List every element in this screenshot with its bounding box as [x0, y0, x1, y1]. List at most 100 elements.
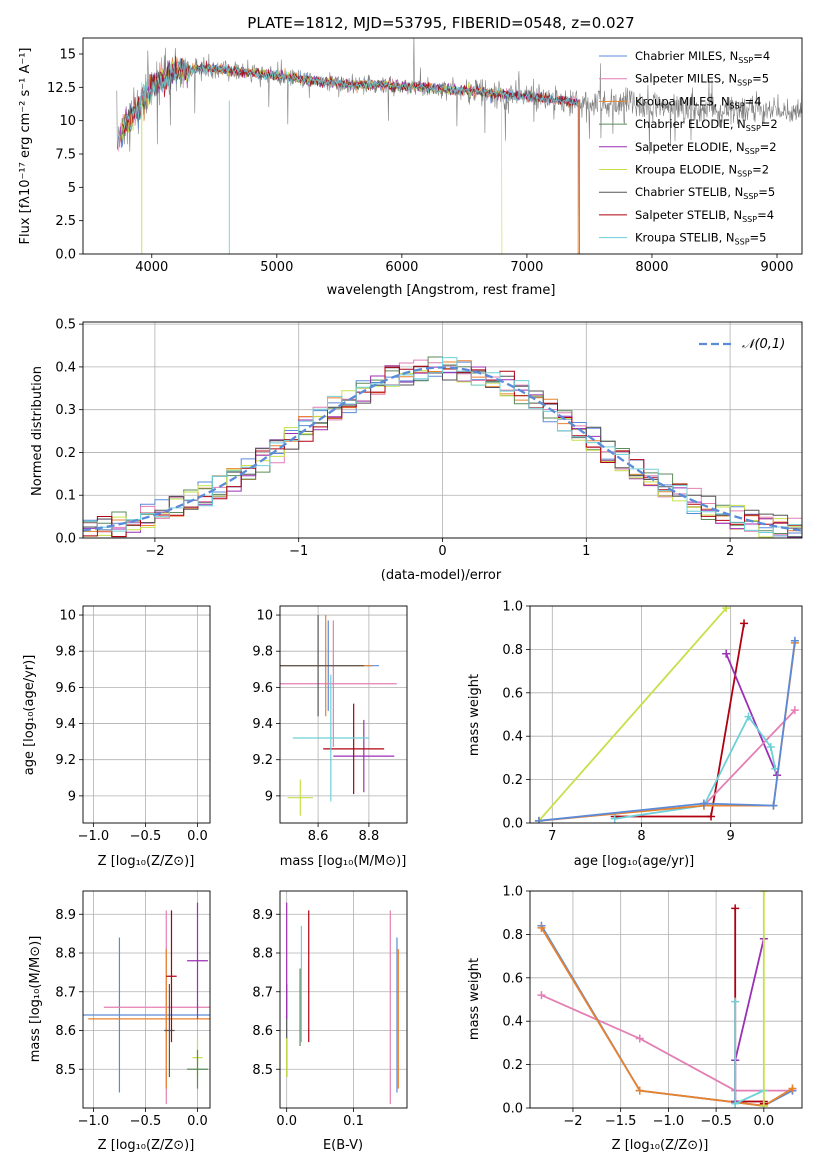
- weight-marker: [740, 619, 749, 628]
- weight-marker: [610, 814, 619, 823]
- y-tick-label: 8.7: [252, 985, 273, 1000]
- x-tick-label: 6000: [385, 260, 418, 275]
- y-tick-label: 2.5: [55, 214, 76, 229]
- weight-marker: [788, 1084, 797, 1093]
- legend-entry: Salpeter MILES, NSSP=5: [635, 72, 769, 88]
- y-tick-label: 9.4: [55, 717, 76, 732]
- weight-marker: [790, 636, 799, 645]
- x-tick-label: 0.0: [187, 829, 208, 844]
- mass-weight-vs-age-panel: 7 8 9 0.0 0.2 0.4 0.6 0.8 1.0 age [log₁₀(age/yr)…: [467, 600, 803, 869]
- y-tick-label: 1.0: [502, 600, 523, 615]
- age-vs-mass-panel: 8.6 8.8 9 9.2 9.4 9.6 9.8 10 mass [log₁₀(M/M⊙)]: [252, 605, 408, 869]
- legend-entry: Chabrier MILES, NSSP=4: [635, 49, 770, 65]
- x-tick-label: 8.6: [308, 829, 329, 844]
- axes-frame: [82, 890, 211, 1109]
- weight-marker: [731, 997, 740, 1006]
- x-tick-label: 0.0: [276, 1114, 297, 1129]
- spectrum-legend: Chabrier MILES, NSSP=4 Salpeter MILES, NS…: [599, 49, 778, 247]
- weight-marker: [731, 904, 740, 913]
- weight-series-line: [540, 927, 793, 1107]
- x-tick-label: 9000: [760, 260, 793, 275]
- weight-series-line: [734, 1001, 765, 1106]
- axes-frame: [82, 321, 803, 539]
- y-tick-label: 0.4: [502, 730, 523, 745]
- y-tick-label: 9.4: [252, 717, 273, 732]
- weight-marker: [744, 712, 753, 721]
- y-tick-label: 0.4: [502, 1015, 523, 1030]
- x-tick-label: −1: [289, 544, 308, 559]
- weight-marker: [699, 799, 708, 808]
- x-tick-label: −0.5: [130, 829, 162, 844]
- x-tick-label: −2: [145, 544, 164, 559]
- residual-histogram-line: [83, 357, 802, 533]
- legend-entry: Kroupa MILES, NSSP=4: [635, 94, 761, 110]
- x-tick-label: −0.5: [700, 1114, 732, 1129]
- y-tick-label: 8.8: [252, 947, 273, 962]
- legend-entry: Kroupa STELIB, NSSP=5: [635, 231, 766, 247]
- y-tick-label: 8.5: [55, 1063, 76, 1078]
- x-tick-label: 8.8: [359, 829, 380, 844]
- weight-marker: [790, 706, 799, 715]
- weight-marker: [722, 606, 731, 613]
- weight-marker: [766, 743, 775, 752]
- mass-weight-age-xlabel: age [log₁₀(age/yr)]: [574, 854, 695, 869]
- y-tick-label: 8.7: [55, 985, 76, 1000]
- spectrum-ylabel: Flux [fλ10⁻¹⁷ erg cm⁻² s⁻¹ A⁻¹]: [18, 48, 33, 245]
- y-tick-label: 0.5: [55, 318, 76, 333]
- weight-series-line: [538, 607, 727, 822]
- spectrum-lines: [116, 38, 802, 254]
- weight-series-line: [734, 938, 765, 1102]
- y-tick-label: 8.9: [252, 908, 273, 923]
- legend-entry: Salpeter ELODIE, NSSP=2: [635, 140, 777, 156]
- residual-ylabel: Normed distribution: [30, 366, 45, 496]
- normal-legend-label: 𝒩(0,1): [742, 337, 785, 352]
- weight-marker: [759, 891, 768, 895]
- mass-metallicity-xlabel: Z [log₁₀(Z/Z⊙)]: [98, 1138, 195, 1153]
- x-tick-label: 0.1: [343, 1114, 364, 1129]
- normal-curve-line: [83, 366, 802, 532]
- axes-frame: [279, 605, 408, 824]
- legend-entry: Chabrier STELIB, NSSP=5: [635, 185, 775, 201]
- histogram-lines: [83, 356, 802, 538]
- axes-frame: [82, 605, 211, 824]
- x-tick-label: 0: [438, 544, 446, 559]
- y-tick-label: 12.5: [47, 81, 76, 96]
- weight-series-line: [541, 994, 793, 1092]
- weight-series-line: [614, 623, 745, 818]
- mass-vs-ebv-panel: 0.0 0.1 8.5 8.6 8.7 8.8 8.9 E(B-V): [252, 890, 408, 1153]
- y-tick-label: 0.2: [502, 1058, 523, 1073]
- y-tick-label: 8.9: [55, 908, 76, 923]
- y-tick-label: 7.5: [55, 148, 76, 163]
- y-tick-label: 0.6: [502, 971, 523, 986]
- mass-vs-metallicity-panel: −1.0 −0.5 0.0 8.5 8.6 8.7 8.8 8.9 Z [log₁₀(Z/Z⊙…: [28, 890, 211, 1153]
- mass-weight-metallicity-ylabel: mass weight: [467, 958, 482, 1040]
- weight-marker: [707, 812, 716, 821]
- y-tick-label: 0.3: [55, 403, 76, 418]
- age-vs-metallicity-panel: −1.0 −0.5 0.0 9 9.2 9.4 9.6 9.8 10 Z [log₁₀(Z/Z⊙…: [22, 605, 211, 869]
- y-tick-label: 5: [68, 181, 76, 196]
- y-tick-label: 9.6: [55, 681, 76, 696]
- y-tick-label: 9.2: [55, 753, 76, 768]
- axes-frame: [279, 890, 408, 1109]
- weight-marker: [537, 923, 546, 932]
- weight-lines: [534, 606, 799, 823]
- spectrum-panel: PLATE=1812, MJD=53795, FIBERID=0548, z=0…: [18, 14, 803, 298]
- y-tick-label: 10: [59, 114, 76, 129]
- weight-marker: [537, 991, 546, 1000]
- y-tick-label: 0.0: [502, 1102, 523, 1117]
- mass-ebv-xlabel: E(B-V): [323, 1138, 363, 1153]
- error-bars: [83, 902, 210, 1105]
- x-tick-label: 0.0: [187, 1114, 208, 1129]
- weight-marker: [769, 801, 778, 810]
- legend-entry: Salpeter STELIB, NSSP=4: [635, 208, 774, 224]
- y-tick-label: 0.4: [55, 360, 76, 375]
- y-tick-label: 0.1: [55, 489, 76, 504]
- x-tick-label: 5000: [260, 260, 293, 275]
- x-tick-label: −0.5: [130, 1114, 162, 1129]
- y-tick-label: 1.0: [502, 885, 523, 900]
- age-metallicity-xlabel: Z [log₁₀(Z/Z⊙)]: [98, 854, 195, 869]
- spectrum-xlabel: wavelength [Angstrom, rest frame]: [327, 283, 556, 298]
- y-tick-label: 9: [265, 789, 273, 804]
- residual-histogram-panel: −2 −1 0 1 2 0.0 0.1 0.2 0.3 0.4 0.5 𝒩(0,1) (data-mo…: [30, 318, 803, 583]
